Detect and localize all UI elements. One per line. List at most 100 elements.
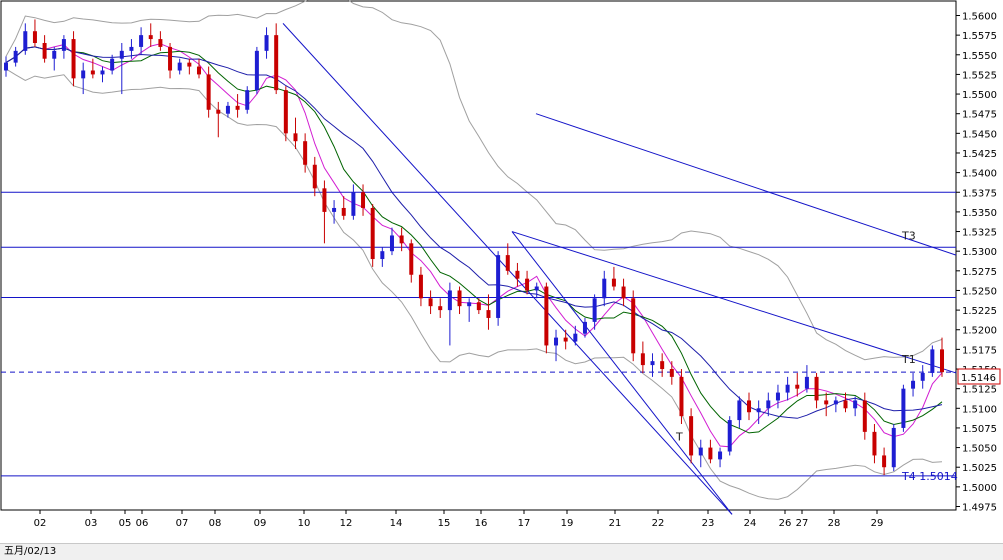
candle-body: [505, 255, 510, 271]
candle-body: [824, 400, 829, 405]
candle-body: [891, 427, 896, 468]
candle-body: [554, 337, 559, 346]
candle-body: [4, 62, 8, 71]
candle-body: [756, 408, 761, 413]
candle-body: [843, 400, 848, 409]
y-tick-label: 1.4975: [962, 503, 997, 514]
candle-body: [254, 50, 259, 91]
y-tick-label: 1.5200: [962, 326, 997, 337]
candle-body: [148, 35, 153, 40]
candle-body: [206, 74, 211, 110]
x-tick-label: 16: [475, 518, 488, 529]
candle-body: [785, 384, 790, 393]
x-tick-label: 10: [298, 518, 311, 529]
candle-body: [428, 298, 433, 307]
candle-body: [804, 376, 809, 389]
y-axis: 1.5600 1.5575 1.5550 1.5525 1.5500 1.5475 1.54…: [956, 12, 997, 514]
annotation-label: T3: [901, 229, 916, 242]
candle-body: [669, 369, 674, 377]
y-tick-label: 1.5550: [962, 51, 997, 62]
candle-body: [438, 306, 443, 311]
candle-body: [158, 39, 163, 47]
y-tick-label: 1.5400: [962, 169, 997, 180]
candle-body: [110, 58, 115, 71]
candle-body: [341, 207, 346, 216]
x-tick-label: 14: [390, 518, 403, 529]
y-tick-label: 1.5450: [962, 129, 997, 140]
y-tick-label: 1.5225: [962, 306, 997, 317]
y-tick-label: 1.5125: [962, 385, 997, 396]
candle-body: [71, 39, 76, 79]
candle-body: [139, 35, 144, 47]
y-tick-label: 1.5350: [962, 208, 997, 219]
bollinger-lower-line: [5, 68, 943, 500]
y-tick-label: 1.5100: [962, 404, 997, 415]
annotation-label: T4 1.5014: [901, 470, 958, 483]
annotation-label: T: [675, 431, 683, 444]
candle-body: [775, 392, 780, 401]
candle-body: [476, 302, 481, 311]
candle-body: [563, 337, 568, 342]
candle-body: [168, 46, 173, 71]
candle-body: [862, 400, 867, 432]
candle-body: [418, 274, 423, 299]
x-axis: 02 03 05 06 07 08 09 10 12 14 15 16 17 19 21 22 23 24 26 27…: [34, 510, 883, 529]
candle-body: [640, 353, 645, 366]
y-tick-label: 1.5375: [962, 188, 997, 199]
candle-body: [351, 192, 356, 216]
candle-body: [718, 451, 723, 460]
y-tick-label: 1.5050: [962, 444, 997, 455]
annotations: T3 T1 T T4 1.5014: [675, 229, 958, 482]
candle-body: [23, 31, 28, 51]
candle-body: [631, 298, 636, 354]
candle-body: [814, 376, 819, 401]
current-price-label: 1.5146: [961, 373, 996, 384]
candle-body: [225, 105, 230, 114]
candle-body: [795, 384, 800, 389]
candle-body: [370, 207, 375, 260]
y-tick-label: 1.5300: [962, 247, 997, 258]
candle-body: [940, 349, 944, 373]
trend-line: [511, 231, 957, 374]
candle-body: [747, 400, 752, 413]
x-tick-label: 02: [34, 518, 47, 529]
x-tick-label: 09: [254, 518, 267, 529]
y-tick-label: 1.5175: [962, 345, 997, 356]
candle-body: [679, 376, 684, 417]
candle-body: [833, 400, 838, 405]
candle-body: [911, 380, 916, 389]
candle-body: [660, 361, 665, 370]
candle-body: [90, 70, 95, 75]
candle-body: [399, 235, 404, 244]
candle-body: [872, 431, 877, 456]
candle-body: [689, 416, 694, 456]
footer-date-label: 五月/02/13: [4, 546, 57, 557]
candle-body: [853, 400, 858, 409]
candle-body: [457, 290, 462, 307]
candle-body: [312, 164, 317, 189]
candle-body: [602, 278, 607, 299]
candle-body: [650, 361, 655, 366]
x-tick-label: 07: [176, 518, 189, 529]
candle-body: [81, 70, 86, 79]
x-tick-label: 05: [119, 518, 132, 529]
plot-area: [0, 0, 957, 511]
candle-body: [61, 39, 66, 51]
candle-body: [100, 70, 105, 75]
x-tick-label: 15: [438, 518, 451, 529]
x-tick-label: 28: [828, 518, 841, 529]
x-tick-label: 06: [136, 518, 149, 529]
candle-body: [177, 62, 182, 71]
x-tick-label: 23: [702, 518, 715, 529]
trend-line: [511, 231, 733, 515]
x-tick-label: 12: [340, 518, 353, 529]
candle-body: [389, 235, 394, 252]
candle-body: [42, 42, 47, 59]
candle-body: [13, 50, 18, 63]
candle-body: [708, 447, 713, 460]
candle-body: [611, 278, 616, 287]
bollinger-upper-line: [5, 0, 943, 361]
candle-body: [582, 321, 587, 334]
trend-line: [535, 113, 957, 256]
candle-body: [766, 400, 771, 409]
